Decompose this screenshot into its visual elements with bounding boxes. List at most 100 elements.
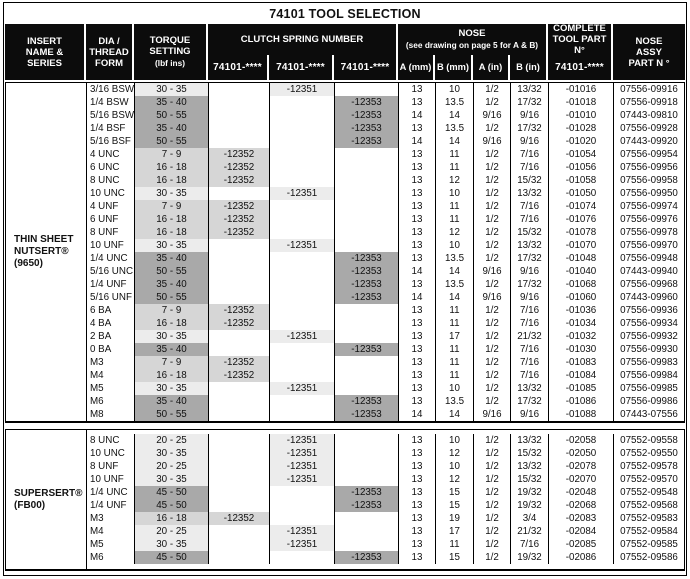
torque-cell: 30 - 35 xyxy=(135,239,209,252)
clutch-spring-3-cell xyxy=(335,369,399,382)
clutch-spring-2-cell xyxy=(270,408,335,421)
nose-a-mm-cell: 13 xyxy=(399,499,436,512)
torque-cell: 30 - 35 xyxy=(135,473,209,486)
nose-b-mm-cell: 12 xyxy=(436,174,474,187)
clutch-spring-2-cell: -12351 xyxy=(270,330,335,343)
clutch-spring-1-cell: -12352 xyxy=(209,226,270,239)
nose-a-in-cell: 1/2 xyxy=(474,122,511,135)
torque-cell: 35 - 40 xyxy=(135,252,209,265)
clutch-spring-3-cell xyxy=(335,538,399,551)
clutch-spring-3-cell xyxy=(335,148,399,161)
clutch-spring-3-cell: -12353 xyxy=(335,135,399,148)
nose-assy-cell: 07443-09960 xyxy=(620,292,678,303)
nose-a-mm-cell: 13 xyxy=(399,317,436,330)
clutch-spring-3-cell: -12353 xyxy=(335,395,399,408)
header-nose-note: (see drawing on page 5 for A & B) xyxy=(405,40,539,50)
clutch-spring-3-cell: -12353 xyxy=(335,551,399,564)
nose-assy-cell: 07443-07556 xyxy=(620,409,678,420)
clutch-spring-2-cell xyxy=(270,369,335,382)
tool-part-cell: -02085 xyxy=(549,538,614,551)
nose-b-in-cell: 21/32 xyxy=(511,330,549,343)
nose-a-mm-cell: 13 xyxy=(399,122,436,135)
tool-part-cell: -01020 xyxy=(549,135,614,148)
nose-b-in-cell: 19/32 xyxy=(511,486,549,499)
nose-assy-cell: 07556-09928 xyxy=(620,123,678,134)
clutch-spring-3-cell xyxy=(335,83,399,96)
tool-part-cell: -01070 xyxy=(549,239,614,252)
nose-b-mm-cell: 10 xyxy=(436,434,474,447)
clutch-spring-3-cell: -12353 xyxy=(335,291,399,304)
nose-assy-cell: 07556-09918 xyxy=(620,97,678,108)
nose-b-in-cell: 9/16 xyxy=(511,135,549,148)
nose-a-in-cell: 1/2 xyxy=(474,434,511,447)
clutch-spring-1-cell xyxy=(209,239,270,252)
nose-b-in-cell: 13/32 xyxy=(511,382,549,395)
nose-b-in-cell: 9/16 xyxy=(511,408,549,421)
torque-cell: 45 - 50 xyxy=(135,499,209,512)
nose-a-in-cell: 1/2 xyxy=(474,512,511,525)
nose-b-mm-cell: 15 xyxy=(436,551,474,564)
nose-b-in-cell: 15/32 xyxy=(511,174,549,187)
tool-part-cell: -01028 xyxy=(549,122,614,135)
thread-cell: 8 UNC xyxy=(87,434,135,447)
nose-b-in-cell: 7/16 xyxy=(511,356,549,369)
tool-part-cell: -01032 xyxy=(549,330,614,343)
clutch-spring-1-cell: -12352 xyxy=(209,356,270,369)
torque-cell: 30 - 35 xyxy=(135,538,209,551)
thread-cell: 5/16 BSF xyxy=(87,135,135,148)
torque-cell: 20 - 25 xyxy=(135,525,209,538)
clutch-spring-2-cell xyxy=(270,278,335,291)
tool-part-cell: -02083 xyxy=(549,512,614,525)
nose-b-in-cell: 7/16 xyxy=(511,538,549,551)
clutch-spring-1-cell xyxy=(209,434,270,447)
nose-b-mm-cell: 14 xyxy=(436,135,474,148)
clutch-spring-1-cell: -12352 xyxy=(209,200,270,213)
nose-assy-cell: 07552-09570 xyxy=(620,474,678,485)
nose-a-in-cell: 9/16 xyxy=(474,291,511,304)
nose-b-in-cell: 13/32 xyxy=(511,460,549,473)
clutch-spring-3-cell xyxy=(335,226,399,239)
clutch-spring-3-cell: -12353 xyxy=(335,486,399,499)
nose-assy-cell: 07556-09976 xyxy=(620,214,678,225)
tool-part-cell: -01040 xyxy=(549,265,614,278)
clutch-spring-3-cell: -12353 xyxy=(335,499,399,512)
nose-a-mm-cell: 13 xyxy=(399,226,436,239)
thread-cell: M8 xyxy=(87,408,135,421)
clutch-spring-1-cell xyxy=(209,135,270,148)
torque-cell: 30 - 35 xyxy=(135,187,209,200)
clutch-spring-3-cell: -12353 xyxy=(335,278,399,291)
nose-a-in-cell: 1/2 xyxy=(474,369,511,382)
nose-assy-cell: 07552-09585 xyxy=(620,539,678,550)
nose-a-mm-cell: 13 xyxy=(399,369,436,382)
tool-part-cell: -02084 xyxy=(549,525,614,538)
nose-b-in-cell: 13/32 xyxy=(511,239,549,252)
clutch-spring-3-cell xyxy=(335,473,399,486)
nose-b-in-cell: 17/32 xyxy=(511,395,549,408)
clutch-spring-2-cell: -12351 xyxy=(270,538,335,551)
header-nose-label: NOSE xyxy=(458,28,486,39)
nose-b-mm-cell: 10 xyxy=(436,382,474,395)
thread-cell: M6 xyxy=(87,395,135,408)
nose-b-in-cell: 19/32 xyxy=(511,551,549,564)
torque-cell: 35 - 40 xyxy=(135,122,209,135)
header-clutch-sub-3: 74101-**** xyxy=(334,55,398,80)
tool-selection-table: 74101 TOOL SELECTION INSERT NAME & SERIE… xyxy=(3,2,687,576)
tool-part-cell: -01058 xyxy=(549,174,614,187)
tool-part-cell: -01018 xyxy=(549,96,614,109)
header-torque-unit: (lbf ins) xyxy=(155,58,185,68)
nose-b-mm-cell: 11 xyxy=(436,317,474,330)
nose-b-in-cell: 15/32 xyxy=(511,473,549,486)
clutch-spring-1-cell: -12352 xyxy=(209,174,270,187)
nose-assy-cell: 07552-09583 xyxy=(620,513,678,524)
nose-a-in-cell: 1/2 xyxy=(474,395,511,408)
section-rows: 8 UNC 20 - 25 -12351 13 10 1/2 13/32 -02058 0755… xyxy=(87,430,684,569)
tool-part-cell: -01010 xyxy=(549,109,614,122)
torque-cell: 50 - 55 xyxy=(135,408,209,421)
header-nose-assy-part: NOSE ASSY PART N ° xyxy=(613,24,685,80)
thread-cell: 10 UNC xyxy=(87,447,135,460)
nose-a-in-cell: 1/2 xyxy=(474,161,511,174)
clutch-spring-2-cell xyxy=(270,304,335,317)
thread-cell: 6 UNF xyxy=(87,213,135,226)
clutch-spring-3-cell xyxy=(335,382,399,395)
table-header: INSERT NAME & SERIES DIA / THREAD FORM T… xyxy=(5,24,685,80)
